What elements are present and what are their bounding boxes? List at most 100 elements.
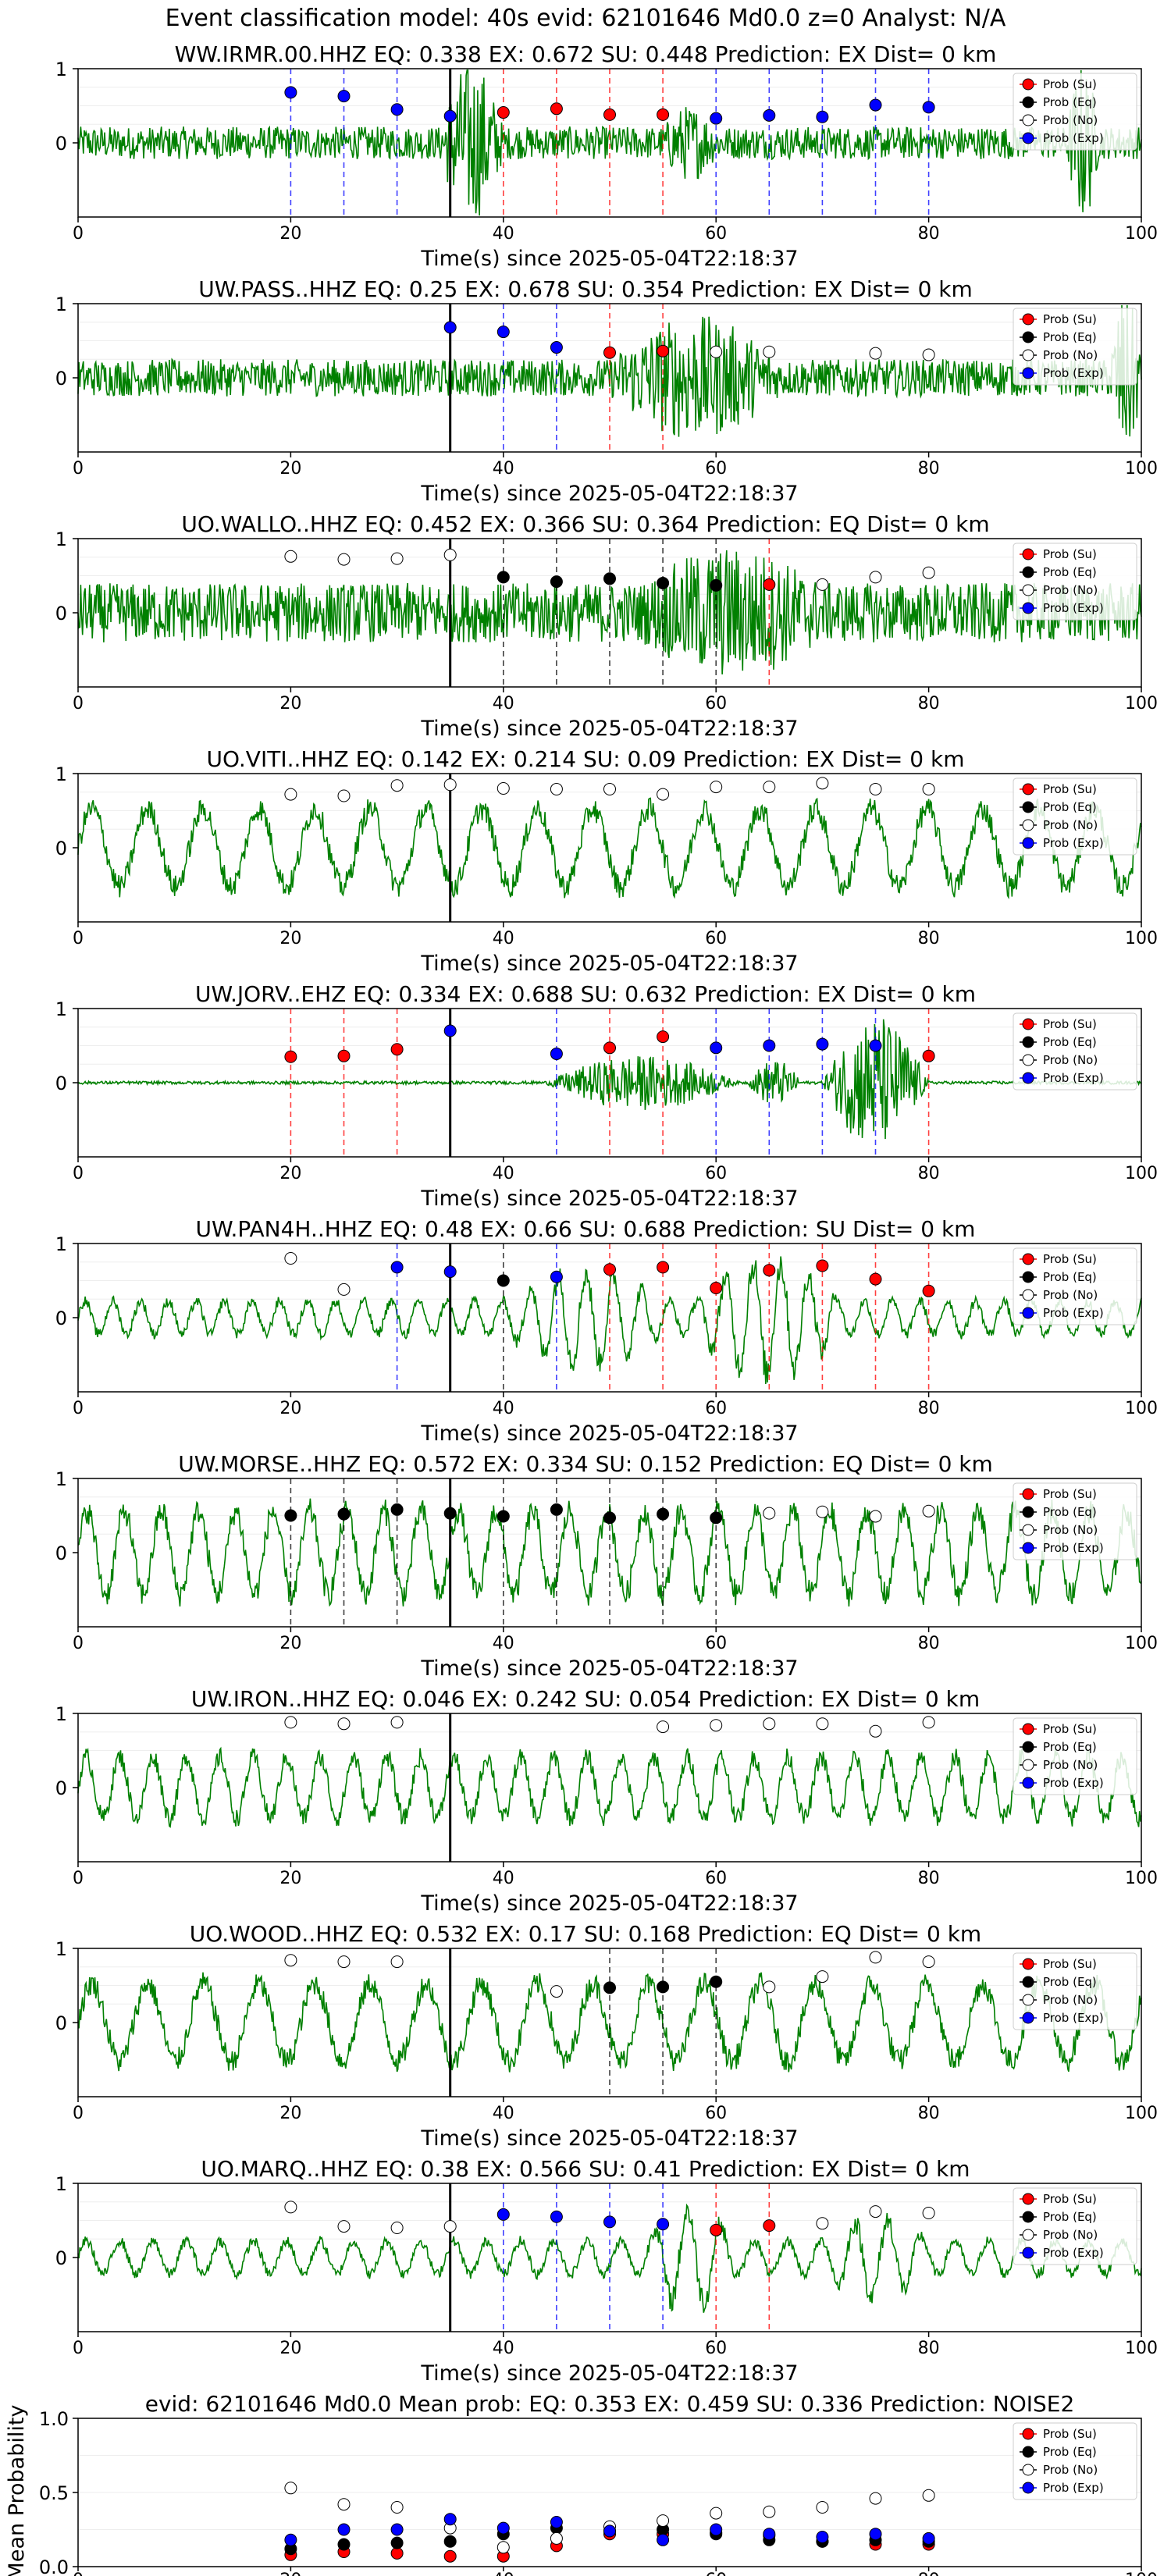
prob-point (337, 2220, 351, 2233)
x-tick-label: 100 (1125, 1634, 1158, 1653)
waveform-trace (77, 1256, 1142, 1385)
prob-point (710, 1041, 723, 1055)
x-tick-label: 80 (918, 1869, 940, 1888)
legend-label: Prob (No) (1043, 348, 1098, 362)
x-tick-label: 20 (279, 1399, 301, 1418)
mean-prob-point (337, 2538, 351, 2551)
legend-label: Prob (No) (1043, 113, 1098, 127)
legend-label: Prob (Su) (1043, 547, 1097, 561)
legend-label: Prob (No) (1043, 1758, 1098, 1772)
legend-marker (1022, 2464, 1034, 2476)
prob-point (443, 1507, 457, 1520)
y-tick-label: 0 (55, 1777, 67, 1799)
x-tick-label: 0 (73, 929, 84, 948)
x-tick-label: 20 (279, 1164, 301, 1183)
legend-marker (1022, 2247, 1034, 2259)
prob-point (710, 1511, 723, 1525)
x-axis-label: Time(s) since 2025-05-04T22:18:37 (420, 717, 798, 741)
prob-point (390, 1503, 404, 1516)
legend-marker (1022, 566, 1034, 578)
x-tick-label: 0 (73, 1164, 84, 1183)
legend-label: Prob (Exp) (1043, 601, 1104, 615)
x-tick-label: 100 (1125, 2104, 1158, 2123)
mean-prob-point (390, 2546, 404, 2560)
y-tick-label: 1 (55, 763, 67, 785)
prob-point (657, 788, 670, 801)
prob-point (763, 1039, 776, 1052)
prob-point (816, 1037, 829, 1051)
waveform-trace (77, 1498, 1142, 1607)
legend-label: Prob (No) (1043, 2228, 1098, 2242)
x-tick-label: 20 (279, 1634, 301, 1653)
legend-label: Prob (Exp) (1043, 366, 1104, 380)
prob-point (603, 782, 616, 795)
mean-prob-point (922, 2532, 935, 2545)
panel-title: UO.MARQ..HHZ EQ: 0.38 EX: 0.566 SU: 0.41… (201, 2156, 970, 2182)
x-tick-label: 100 (1125, 694, 1158, 713)
legend-box (1013, 1717, 1137, 1795)
x-tick-label: 0 (73, 2104, 84, 2123)
legend-label: Prob (Su) (1043, 1487, 1097, 1501)
prob-point (869, 347, 882, 360)
prob-point (657, 344, 670, 358)
legend-marker (1022, 1994, 1034, 2006)
legend-marker (1022, 1307, 1034, 1319)
mean-prob-point (869, 2528, 882, 2541)
prob-point (710, 345, 723, 358)
prob-point (763, 2219, 776, 2233)
mean-prob-point (337, 2523, 351, 2536)
panel-title: UW.IRON..HHZ EQ: 0.046 EX: 0.242 SU: 0.0… (191, 1686, 980, 1712)
x-tick-label: 20 (279, 694, 301, 713)
prob-point (284, 1050, 297, 1063)
prob-point (763, 578, 776, 591)
mean-prob-point (869, 2492, 882, 2505)
legend-label: Prob (Eq) (1043, 95, 1097, 109)
x-tick-label: 40 (493, 929, 514, 948)
prob-point (443, 1024, 457, 1037)
mean-prob-point (657, 2533, 670, 2546)
mean-prob-point (603, 2524, 616, 2538)
prob-point (816, 110, 829, 123)
y-tick-label: 0 (55, 838, 67, 859)
legend-marker (1022, 1777, 1034, 1789)
x-tick-label: 80 (918, 224, 940, 244)
prob-point (443, 321, 457, 334)
mean-prob-point (497, 2541, 510, 2554)
prob-point (763, 1980, 776, 1994)
y-tick-label: 1 (55, 1468, 67, 1490)
legend-label: Prob (Exp) (1043, 1071, 1104, 1085)
y-tick-label: 0.5 (39, 2482, 69, 2504)
legend-label: Prob (Su) (1043, 77, 1097, 91)
waveform-trace (77, 2203, 1142, 2313)
prob-point (816, 2217, 829, 2230)
x-tick-label: 20 (279, 2104, 301, 2123)
prob-point (657, 1030, 670, 1044)
legend-label: Prob (Eq) (1043, 2210, 1097, 2224)
summary-title: evid: 62101646 Md0.0 Mean prob: EQ: 0.35… (145, 2391, 1075, 2417)
panel-4: UO.VITI..HHZ EQ: 0.142 EX: 0.214 SU: 0.0… (55, 746, 1158, 976)
x-tick-label: 60 (705, 1869, 727, 1888)
prob-point (710, 1975, 723, 1988)
legend-label: Prob (Eq) (1043, 800, 1097, 814)
prob-point (550, 341, 563, 354)
prob-point (869, 1039, 882, 1052)
legend-marker (1022, 584, 1034, 596)
y-tick-label: 0 (55, 133, 67, 155)
x-tick-label: 0 (73, 2571, 84, 2576)
legend-label: Prob (Eq) (1043, 2445, 1097, 2459)
legend-label: Prob (Exp) (1043, 1306, 1104, 1320)
prob-point (550, 1503, 563, 1516)
prob-point (816, 1505, 829, 1518)
prob-point (922, 1284, 935, 1297)
y-tick-label: 1 (55, 59, 67, 80)
panel-9: UO.WOOD..HHZ EQ: 0.532 EX: 0.17 SU: 0.16… (55, 1921, 1158, 2151)
prob-point (443, 109, 457, 123)
legend-box (1013, 777, 1137, 856)
prob-point (816, 777, 829, 790)
legend-box (1013, 308, 1137, 386)
prob-point (922, 2207, 935, 2219)
legend-label: Prob (No) (1043, 583, 1098, 597)
prob-point (603, 1981, 616, 1994)
waveform-trace (77, 797, 1142, 900)
prob-point (337, 1049, 351, 1062)
